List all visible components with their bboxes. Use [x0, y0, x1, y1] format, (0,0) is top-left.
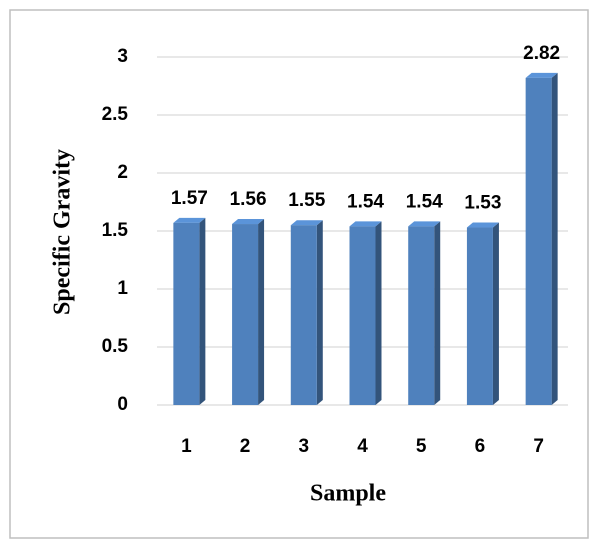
value-label: 1.57 [171, 188, 208, 209]
x-tick-label: 5 [416, 436, 427, 457]
bar-top [232, 219, 265, 225]
value-label: 2.82 [523, 43, 560, 64]
bar-group [349, 221, 382, 405]
bar-side [258, 219, 265, 405]
bar-top [466, 222, 499, 228]
bar [466, 227, 493, 405]
bar-group [173, 217, 206, 405]
x-tick-label: 4 [357, 436, 368, 457]
bar-group [408, 221, 441, 405]
bar [232, 224, 259, 405]
x-tick-label: 6 [475, 436, 486, 457]
bar-side [492, 222, 499, 405]
y-tick-label: 0.5 [102, 336, 129, 357]
y-tick-label: 3 [117, 46, 128, 67]
bar-side [434, 221, 441, 405]
y-tick-label: 2 [117, 162, 128, 183]
x-tick-label: 7 [533, 436, 544, 457]
y-tick-label: 1 [117, 278, 128, 299]
bar-side [551, 72, 558, 405]
bar-group [290, 220, 323, 405]
bar-top [525, 72, 558, 78]
value-label: 1.56 [230, 189, 267, 210]
bar [290, 225, 317, 405]
value-label: 1.53 [464, 193, 501, 214]
bar-top [408, 221, 441, 227]
bar-group [525, 72, 558, 405]
value-label: 1.54 [406, 191, 443, 212]
bar-top [290, 220, 323, 226]
x-tick-label: 1 [181, 436, 192, 457]
y-tick-label: 1.5 [102, 220, 129, 241]
bar-top [173, 217, 206, 223]
bar-group [466, 222, 499, 405]
bar-group [232, 219, 265, 405]
bar [525, 77, 552, 405]
x-tick-label: 3 [298, 436, 309, 457]
value-label: 1.55 [288, 190, 325, 211]
bar-side [375, 221, 382, 405]
x-tick-label: 2 [240, 436, 251, 457]
x-axis-label: Sample [310, 481, 386, 507]
bar [408, 226, 435, 405]
bar [173, 222, 200, 405]
bar [349, 226, 376, 405]
y-tick-label: 2.5 [102, 104, 129, 125]
value-label: 1.54 [347, 191, 384, 212]
bar-top [349, 221, 382, 227]
bar-side [316, 220, 323, 405]
y-axis-label: Specific Gravity [50, 149, 76, 315]
y-tick-label: 0 [117, 394, 128, 415]
bar-side [199, 217, 206, 405]
